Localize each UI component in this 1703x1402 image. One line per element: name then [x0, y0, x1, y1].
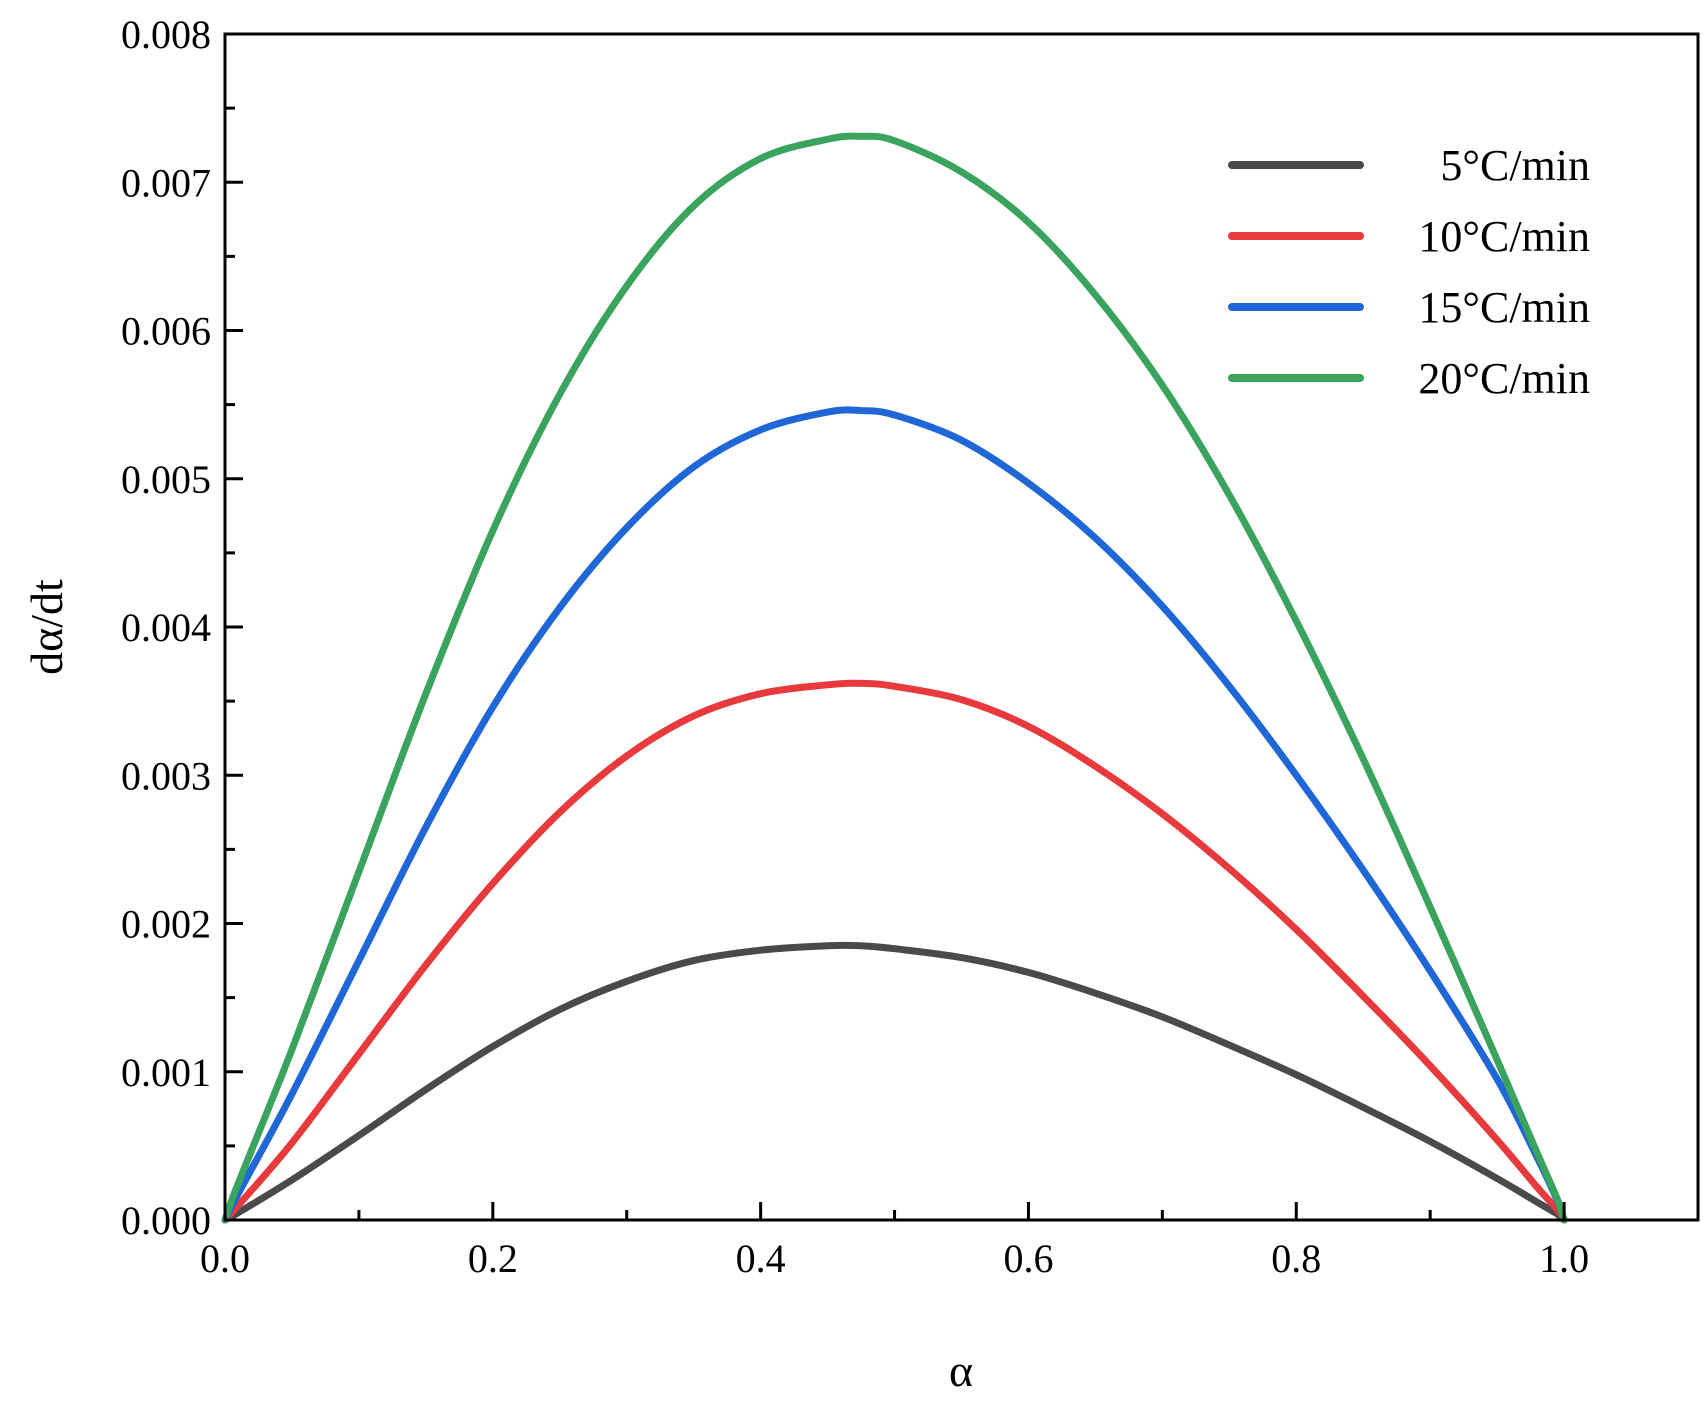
ticks-layer [223, 32, 1700, 1222]
y-tick-label: 0.008 [121, 12, 211, 57]
legend-label-1: 10°C/min [1418, 212, 1590, 261]
series-line-0 [221, 941, 1568, 1224]
legend: 5°C/min 10°C/min 15°C/min 20°C/min [1228, 141, 1590, 403]
y-axis-title: dα/dt [21, 579, 72, 675]
y-tick-label: 0.001 [121, 1050, 211, 1095]
x-tick-label: 1.0 [1539, 1236, 1589, 1281]
tick-labels-layer: 0.0 0.2 0.4 0.6 0.8 1.0 0.000 0.001 0.002 0.003 0.… [121, 12, 1589, 1281]
legend-label-3: 20°C/min [1418, 354, 1590, 403]
legend-label-2: 15°C/min [1418, 283, 1590, 332]
x-tick-label: 0.6 [1003, 1236, 1053, 1281]
y-tick-label: 0.003 [121, 753, 211, 798]
y-tick-label: 0.002 [121, 902, 211, 947]
series-line-1 [221, 679, 1568, 1224]
y-tick-label: 0.007 [121, 160, 211, 205]
y-tick-label: 0.006 [121, 309, 211, 354]
x-tick-label: 0.2 [468, 1236, 518, 1281]
y-tick-label: 0.004 [121, 605, 211, 650]
series-layer [221, 132, 1568, 1224]
legend-label-0: 5°C/min [1440, 141, 1590, 190]
y-tick-label: 0.005 [121, 457, 211, 502]
x-tick-label: 0.0 [200, 1236, 250, 1281]
x-tick-label: 0.8 [1271, 1236, 1321, 1281]
x-axis-title: α [949, 1345, 973, 1396]
series-line-3 [221, 132, 1568, 1224]
series-line-2 [221, 406, 1568, 1224]
y-tick-label: 0.000 [121, 1198, 211, 1243]
x-tick-label: 0.4 [736, 1236, 786, 1281]
